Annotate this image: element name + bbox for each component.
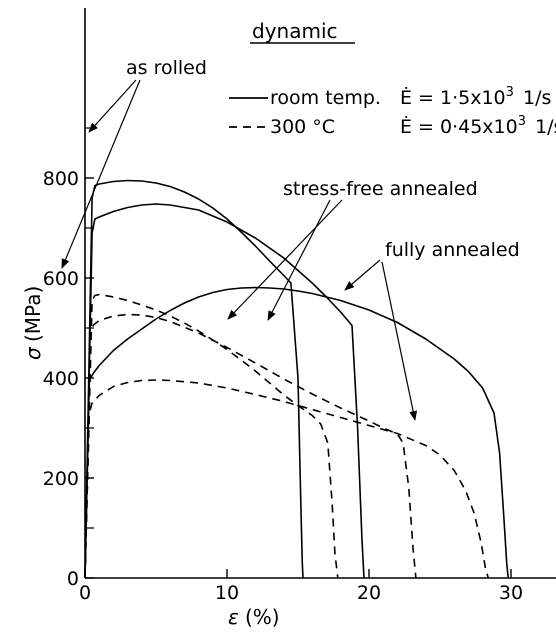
legend-dashed-rate-exp: 3: [518, 114, 526, 129]
series-line-4: [84, 293, 339, 579]
arrow-fully-annealed-2: [381, 261, 418, 421]
legend-solid-rate: Ė = 1·5x103 1/s: [400, 85, 551, 109]
y-tick-label: 600: [43, 268, 79, 290]
legend-dashed-rate: Ė = 0·45x103 1/s: [400, 114, 556, 138]
series-line-5: [84, 313, 417, 579]
y-axis-unit: (MPa): [21, 286, 45, 342]
legend-dashed-rate-base: Ė = 0·45x10: [400, 115, 518, 138]
chart-title: dynamic: [252, 19, 338, 43]
arrow-stress-free-1: [267, 199, 331, 321]
series-line-1: [84, 179, 304, 579]
y-axis-symbol: σ: [21, 346, 45, 360]
legend-dashed-rate-unit: 1/s: [535, 116, 556, 138]
annotation-fully-annealed: fully annealed: [385, 239, 520, 261]
annotation-stress-free-annealed: stress-free annealed: [283, 178, 478, 200]
y-tick-label: 0: [67, 568, 79, 590]
x-axis-symbol: ε: [228, 605, 239, 629]
x-axis-unit: (%): [245, 605, 280, 629]
legend-dashed-label: 300 °C: [270, 116, 335, 138]
x-tick-label: 10: [215, 582, 239, 604]
arrow-fully-annealed-1: [344, 259, 381, 291]
y-tick-label: 800: [43, 168, 79, 190]
legend-solid-rate-exp: 3: [506, 85, 514, 100]
plot-frame: [84, 8, 556, 579]
series-line-3: [84, 286, 509, 579]
x-tick-label: 0: [79, 582, 91, 604]
arrow-stress-free-2: [227, 199, 343, 320]
arrow-as-rolled-1: [88, 79, 137, 133]
arrow-as-rolled-2: [61, 79, 141, 269]
x-tick-label: 20: [357, 582, 381, 604]
legend-solid-rate-base: Ė = 1·5x10: [400, 86, 506, 109]
y-axis-title: σ (MPa): [21, 286, 45, 360]
axis-ticks: 0 200 400 600 800 0 10 20 30: [43, 127, 523, 604]
annotation-as-rolled: as rolled: [126, 57, 207, 79]
series-line-6: [84, 379, 490, 579]
annotations: as rolled stress-free annealed fully ann…: [61, 57, 520, 421]
x-tick-label: 30: [499, 582, 523, 604]
legend: room temp. Ė = 1·5x103 1/s 300 °C Ė = 0·…: [229, 85, 556, 138]
y-tick-label: 200: [43, 468, 79, 490]
legend-solid-rate-unit: 1/s: [523, 87, 551, 109]
legend-solid-label: room temp.: [270, 87, 381, 109]
series-line-2: [84, 203, 365, 579]
y-tick-label: 400: [43, 368, 79, 390]
data-series: [84, 179, 509, 579]
